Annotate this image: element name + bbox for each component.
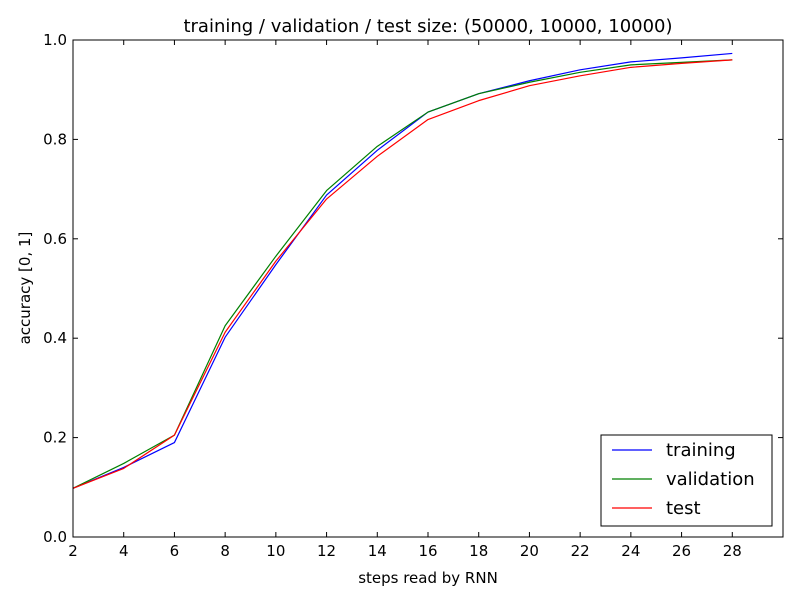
y-axis-label: accuracy [0, 1] xyxy=(16,232,34,345)
x-tick-label: 16 xyxy=(418,542,437,560)
x-tick-label: 14 xyxy=(368,542,387,560)
data-series xyxy=(72,52,733,489)
series-line-training xyxy=(72,52,733,489)
x-tick-label: 4 xyxy=(119,542,129,560)
x-tick-label: 10 xyxy=(266,542,285,560)
chart-title: training / validation / test size: (5000… xyxy=(183,16,672,37)
legend-label-training: training xyxy=(666,440,736,461)
x-tick-label: 28 xyxy=(723,542,742,560)
legend: training validation test xyxy=(600,434,773,527)
x-tick-label: 22 xyxy=(571,542,590,560)
x-tick-label: 12 xyxy=(317,542,336,560)
x-tick-label: 24 xyxy=(621,542,640,560)
plot-frame xyxy=(72,39,784,538)
y-tick-label: 0.2 xyxy=(43,429,67,447)
x-tick-label: 20 xyxy=(520,542,539,560)
x-tick-label: 26 xyxy=(672,542,691,560)
y-tick-label: 0.4 xyxy=(43,329,67,347)
y-tick-label: 0.6 xyxy=(43,230,67,248)
x-tick-label: 6 xyxy=(170,542,180,560)
y-tick-label: 0.8 xyxy=(43,130,67,148)
x-tick-label: 18 xyxy=(469,542,488,560)
x-tick-label: 8 xyxy=(220,542,230,560)
series-line-test xyxy=(72,59,733,489)
y-tick-label: 1.0 xyxy=(43,31,67,49)
y-tick-label: 0.0 xyxy=(43,528,67,546)
axis-ticks: 2 4 6 8 10 12 14 16 18 20 22 24 26 280.00.20.40.60.81… xyxy=(43,31,783,560)
legend-label-test: test xyxy=(666,498,701,519)
legend-label-validation: validation xyxy=(666,469,755,490)
series-line-validation xyxy=(72,59,733,489)
x-tick-label: 2 xyxy=(68,542,78,560)
x-axis-label: steps read by RNN xyxy=(358,569,498,587)
